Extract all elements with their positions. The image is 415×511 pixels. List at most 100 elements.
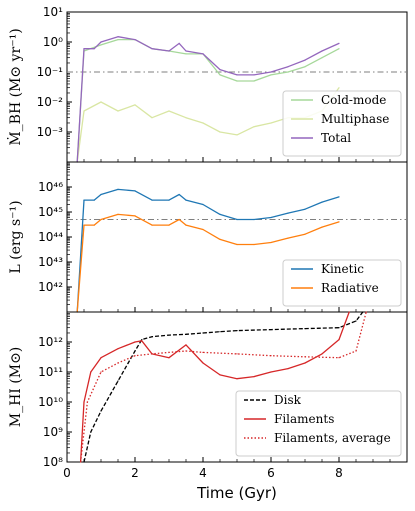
x-tick-label: 6: [267, 466, 275, 480]
data-point: [219, 74, 221, 76]
data-point: [253, 126, 255, 128]
y-tick-label: 10⁻¹: [37, 65, 64, 79]
data-point: [202, 332, 204, 334]
data-point: [219, 131, 221, 133]
data-point: [219, 213, 221, 215]
data-point: [202, 351, 204, 353]
data-point: [127, 362, 129, 364]
data-point: [151, 48, 153, 50]
data-point: [168, 224, 170, 226]
data-point: [185, 333, 187, 335]
data-point: [219, 374, 221, 376]
data-point: [338, 87, 340, 89]
data-point: [348, 311, 350, 313]
data-point: [178, 42, 180, 45]
data-point: [185, 350, 187, 352]
data-point: [355, 350, 357, 352]
data-point: [253, 243, 255, 246]
y-tick-label: 10¹: [43, 5, 63, 19]
data-point: [83, 401, 85, 403]
data-point: [287, 368, 289, 370]
data-point: [338, 339, 340, 341]
data-point: [304, 233, 306, 235]
y-tick-label: 10⁻²: [37, 95, 64, 109]
data-point: [270, 216, 272, 219]
data-point: [287, 66, 289, 68]
legend-box: [282, 90, 402, 157]
data-point: [185, 224, 187, 226]
data-point: [270, 71, 272, 73]
data-point: [90, 431, 92, 433]
data-point: [321, 57, 323, 59]
legend-label: Disk: [274, 393, 302, 407]
data-point: [151, 353, 153, 355]
data-point: [287, 71, 289, 73]
data-point: [304, 328, 306, 330]
data-point: [219, 238, 221, 240]
data-point: [321, 353, 323, 355]
data-point: [134, 355, 136, 357]
x-tick-label: 0: [63, 466, 71, 480]
data-point: [219, 69, 221, 71]
data-point: [338, 48, 340, 50]
data-point: [134, 215, 136, 217]
y-tick-label: 10¹²: [38, 335, 63, 349]
data-point: [338, 196, 340, 198]
data-point: [338, 357, 340, 359]
x-tick-label: 2: [131, 466, 139, 480]
data-point: [202, 203, 204, 206]
data-point: [117, 188, 119, 190]
y-tick-label: 10⁰: [43, 35, 63, 49]
data-point: [185, 53, 187, 55]
data-point: [93, 48, 95, 50]
data-point: [304, 362, 306, 364]
data-point: [185, 117, 187, 119]
data-point: [93, 224, 95, 226]
x-axis-label: Time (Gyr): [196, 484, 277, 502]
data-point: [253, 80, 255, 82]
legend-label: Radiative: [321, 281, 379, 295]
data-point: [151, 336, 153, 338]
data-point: [151, 117, 153, 119]
data-point: [365, 311, 367, 313]
data-point: [219, 331, 221, 333]
data-point: [117, 362, 119, 364]
legend-label: Multiphase: [321, 112, 389, 126]
panel-bh-accretion: 10⁻³ 10⁻² 10⁻¹ 10⁰ 10¹ Ṁ_BH (M⊙ yr⁻¹) Cold-mod…: [6, 5, 408, 163]
data-point: [110, 392, 112, 394]
y-axis-label: M_HI (M⊙): [8, 347, 24, 428]
data-point: [117, 36, 119, 38]
data-point: [202, 362, 204, 364]
data-point: [236, 330, 238, 332]
y-tick-label: 10⁴⁵: [38, 205, 63, 219]
data-point: [178, 218, 180, 221]
data-point: [270, 355, 272, 357]
data-point: [236, 378, 238, 380]
y-axis-label: L (erg s⁻¹): [8, 200, 24, 273]
data-point: [100, 101, 102, 103]
data-point: [83, 48, 85, 50]
data-point: [236, 353, 238, 355]
data-point: [287, 237, 289, 239]
data-point: [117, 380, 119, 382]
data-point: [134, 350, 136, 352]
panel-luminosity: 10⁴² 10⁴³ 10⁴⁴ 10⁴⁵ 10⁴⁶ L (erg s⁻¹) Kinetic Ra…: [8, 161, 408, 313]
data-point: [100, 410, 102, 412]
data-point: [202, 228, 204, 231]
data-point: [270, 329, 272, 331]
data-point: [304, 59, 306, 61]
legend-label: Filaments: [274, 412, 334, 426]
data-point: [93, 199, 95, 201]
data-point: [86, 401, 88, 403]
data-point: [253, 218, 255, 221]
data-point: [134, 104, 136, 106]
data-point: [236, 243, 238, 246]
data-point: [236, 80, 238, 82]
data-point: [236, 218, 238, 221]
data-point: [141, 339, 143, 341]
data-point: [185, 199, 187, 201]
data-point: [100, 371, 102, 373]
data-point: [236, 74, 238, 76]
y-tick-label: 10⁴⁴: [38, 230, 63, 244]
data-point: [287, 212, 289, 214]
